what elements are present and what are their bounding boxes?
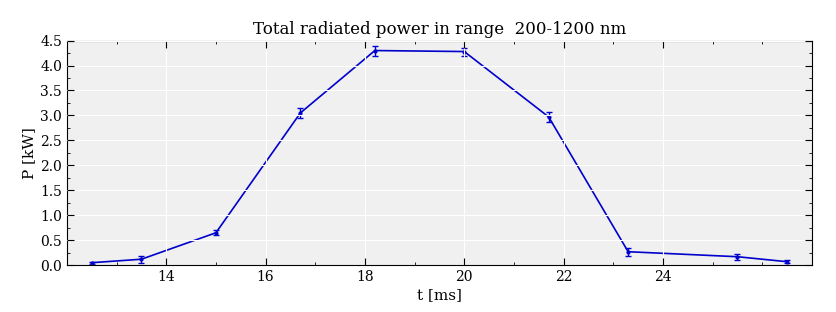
X-axis label: t [ms]: t [ms] <box>416 288 461 302</box>
Y-axis label: P [kW]: P [kW] <box>22 127 36 179</box>
Title: Total radiated power in range  200-1200 nm: Total radiated power in range 200-1200 n… <box>252 21 625 38</box>
